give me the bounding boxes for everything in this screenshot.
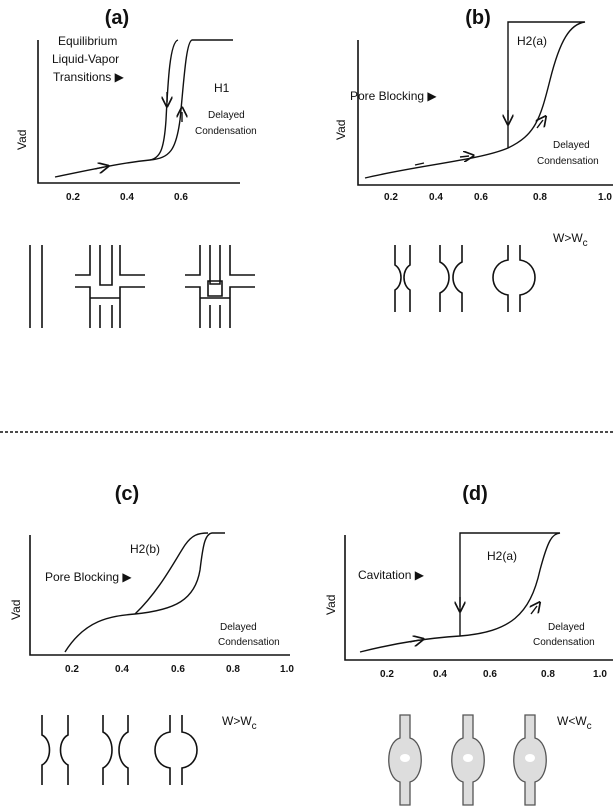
- pore: [185, 245, 255, 328]
- pore: [492, 245, 536, 312]
- annotation: H2(a): [517, 34, 547, 48]
- pore-condition: W>Wc: [222, 714, 257, 732]
- y-label: Vad: [324, 595, 338, 615]
- panel-label: (a): [105, 7, 129, 29]
- annotation: H2(b): [130, 542, 160, 556]
- annotation: Pore Blocking ▶: [350, 89, 437, 103]
- x-tick-label: 0.2: [66, 192, 80, 203]
- annotation: H2(a): [487, 549, 517, 563]
- y-label: Vad: [9, 600, 23, 620]
- panel-c: (c) Vad 0.2 0.4 0.6 0.8 1.0 H2(b) Pore B…: [9, 483, 294, 785]
- x-tick-label: 0.2: [380, 669, 394, 680]
- axes: [357, 40, 613, 186]
- curve: [149, 39, 179, 161]
- panel-d: (d) Vad 0.2 0.4 0.6 0.8 1.0 Cavitation ▶…: [324, 483, 613, 806]
- x-tick-label: 0.4: [120, 192, 134, 203]
- annotation: Liquid-Vapor: [52, 52, 119, 66]
- curve: [64, 532, 225, 653]
- annotation: Cavitation ▶: [358, 568, 425, 582]
- x-tick-label: 1.0: [593, 669, 607, 680]
- bubble: [400, 754, 410, 762]
- annotation: Delayed: [548, 622, 585, 633]
- y-label: Vad: [15, 130, 29, 150]
- annotation: Transitions ▶: [53, 70, 125, 84]
- pore-condition: W>Wc: [553, 231, 588, 249]
- axes: [29, 535, 290, 656]
- curve: [364, 21, 586, 179]
- annotation: Pore Blocking ▶: [45, 570, 132, 584]
- y-label: Vad: [334, 120, 348, 140]
- x-tick-label: 0.8: [533, 192, 547, 203]
- pore: [439, 245, 463, 312]
- pore: [102, 715, 129, 785]
- panel-label: (c): [115, 483, 139, 505]
- panel-label: (b): [465, 7, 491, 29]
- pore-condition: W<Wc: [557, 714, 592, 732]
- arrow: [414, 156, 469, 166]
- bubble: [463, 754, 473, 762]
- x-tick-label: 0.6: [483, 669, 497, 680]
- annotation: Condensation: [537, 156, 599, 167]
- arrow: [409, 640, 419, 642]
- arrow: [94, 167, 104, 169]
- axes: [344, 535, 613, 661]
- x-tick-label: 0.2: [65, 664, 79, 675]
- x-tick-label: 0.6: [174, 192, 188, 203]
- annotation: H1: [214, 81, 230, 95]
- cavitation-pores: [388, 714, 547, 806]
- pore: [154, 715, 198, 785]
- x-tick-label: 0.6: [171, 664, 185, 675]
- x-tick-label: 0.8: [226, 664, 240, 675]
- pore: [29, 245, 43, 328]
- curve: [359, 532, 561, 653]
- arrow: [531, 606, 537, 615]
- x-tick-label: 0.6: [474, 192, 488, 203]
- arrow: [537, 120, 543, 129]
- x-tick-label: 1.0: [598, 192, 612, 203]
- annotation: Delayed: [208, 110, 245, 121]
- annotation: Condensation: [218, 637, 280, 648]
- pore: [394, 245, 411, 312]
- x-tick-label: 0.4: [429, 192, 443, 203]
- x-tick-label: 0.8: [541, 669, 555, 680]
- panel-b: (b) Vad 0.2 0.4 0.6 0.8 1.0 Pore Blockin…: [334, 7, 613, 312]
- curve: [134, 532, 209, 615]
- panel-a: (a) Vad 0.2 0.4 0.6 Equilibrium Liquid-V…: [15, 7, 257, 328]
- x-tick-label: 0.4: [115, 664, 129, 675]
- bubble: [525, 754, 535, 762]
- x-tick-label: 0.2: [384, 192, 398, 203]
- annotation: Delayed: [553, 140, 590, 151]
- x-tick-label: 0.4: [433, 669, 447, 680]
- axes: [37, 40, 240, 184]
- pore: [41, 715, 69, 785]
- annotation: Condensation: [533, 637, 595, 648]
- annotation: Equilibrium: [58, 34, 117, 48]
- pore: [75, 245, 145, 328]
- x-tick-label: 1.0: [280, 664, 294, 675]
- annotation: Condensation: [195, 126, 257, 137]
- annotation: Delayed: [220, 622, 257, 633]
- panel-label: (d): [462, 483, 488, 505]
